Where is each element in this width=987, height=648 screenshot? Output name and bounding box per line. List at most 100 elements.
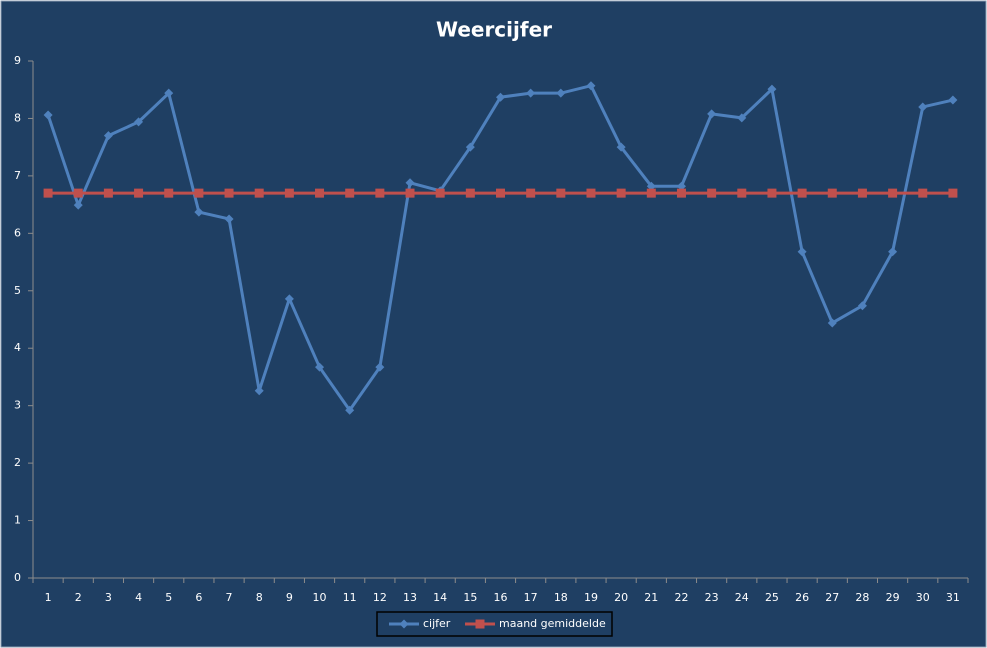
chart-title: Weercijfer	[436, 18, 552, 42]
x-tick-label: 27	[825, 591, 839, 604]
data-point	[43, 188, 53, 198]
data-point	[224, 188, 234, 198]
data-point	[737, 188, 747, 198]
data-point	[164, 188, 174, 198]
x-tick-label: 11	[343, 591, 357, 604]
x-tick-label: 22	[674, 591, 688, 604]
data-point	[345, 188, 355, 198]
x-tick-label: 23	[705, 591, 719, 604]
data-point	[676, 181, 686, 191]
data-point	[918, 188, 928, 198]
data-point	[134, 188, 144, 198]
y-tick-label: 3	[14, 399, 21, 412]
data-point	[43, 110, 53, 120]
data-point	[284, 294, 294, 304]
data-point	[948, 95, 958, 105]
data-point	[737, 113, 747, 123]
x-tick-label: 5	[165, 591, 172, 604]
data-point	[465, 188, 475, 198]
x-tick-label: 26	[795, 591, 809, 604]
data-point	[315, 188, 325, 198]
data-point	[375, 362, 385, 372]
x-tick-label: 12	[373, 591, 387, 604]
data-point	[556, 88, 566, 98]
data-point	[948, 188, 958, 198]
x-tick-label: 18	[554, 591, 568, 604]
y-tick-label: 5	[14, 284, 21, 297]
x-tick-label: 1	[45, 591, 52, 604]
x-tick-label: 21	[644, 591, 658, 604]
data-point	[797, 247, 807, 257]
data-point	[646, 188, 656, 198]
x-tick-label: 4	[135, 591, 142, 604]
data-point	[767, 84, 777, 94]
legend-marker	[399, 619, 409, 629]
legend-marker	[475, 619, 485, 629]
data-point	[918, 102, 928, 112]
y-tick-label: 1	[14, 514, 21, 527]
x-tick-label: 13	[403, 591, 417, 604]
y-tick-label: 9	[14, 54, 21, 67]
data-point	[435, 188, 445, 198]
data-point	[707, 188, 717, 198]
data-point	[616, 142, 626, 152]
data-point	[254, 188, 264, 198]
x-tick-label: 15	[463, 591, 477, 604]
data-point	[827, 318, 837, 328]
x-tick-label: 9	[286, 591, 293, 604]
legend-label: cijfer	[423, 617, 451, 630]
data-point	[164, 88, 174, 98]
x-tick-label: 20	[614, 591, 628, 604]
data-point	[405, 178, 415, 188]
legend-label: maand gemiddelde	[499, 617, 606, 630]
x-tick-label: 8	[256, 591, 263, 604]
y-tick-label: 8	[14, 111, 21, 124]
data-point	[73, 188, 83, 198]
data-point	[315, 362, 325, 372]
x-tick-label: 30	[916, 591, 930, 604]
data-point	[827, 188, 837, 198]
x-tick-label: 6	[195, 591, 202, 604]
y-tick-label: 6	[14, 226, 21, 239]
data-point	[284, 188, 294, 198]
data-point	[676, 188, 686, 198]
data-point	[224, 214, 234, 224]
data-point	[857, 188, 867, 198]
data-point	[586, 188, 596, 198]
x-tick-label: 25	[765, 591, 779, 604]
data-point	[103, 188, 113, 198]
data-point	[888, 188, 898, 198]
x-tick-label: 14	[433, 591, 447, 604]
legend	[376, 611, 613, 637]
data-point	[857, 301, 867, 311]
data-point	[345, 405, 355, 415]
data-point	[526, 88, 536, 98]
y-tick-label: 4	[14, 341, 21, 354]
data-point	[526, 188, 536, 198]
x-tick-label: 2	[75, 591, 82, 604]
x-tick-label: 16	[494, 591, 508, 604]
x-tick-label: 28	[855, 591, 869, 604]
data-point	[405, 188, 415, 198]
x-tick-label: 3	[105, 591, 112, 604]
y-tick-label: 2	[14, 456, 21, 469]
data-point	[616, 188, 626, 198]
data-point	[646, 181, 656, 191]
data-point	[465, 142, 475, 152]
data-point	[254, 386, 264, 396]
data-point	[556, 188, 566, 198]
x-tick-label: 17	[524, 591, 538, 604]
x-tick-label: 24	[735, 591, 749, 604]
data-point	[134, 117, 144, 127]
data-point	[194, 207, 204, 217]
data-point	[103, 131, 113, 141]
data-point	[888, 247, 898, 257]
data-point	[797, 188, 807, 198]
data-point	[496, 188, 505, 198]
data-point	[375, 188, 385, 198]
data-point	[707, 109, 717, 119]
x-tick-label: 10	[313, 591, 327, 604]
data-point	[767, 188, 777, 198]
x-tick-label: 31	[946, 591, 960, 604]
